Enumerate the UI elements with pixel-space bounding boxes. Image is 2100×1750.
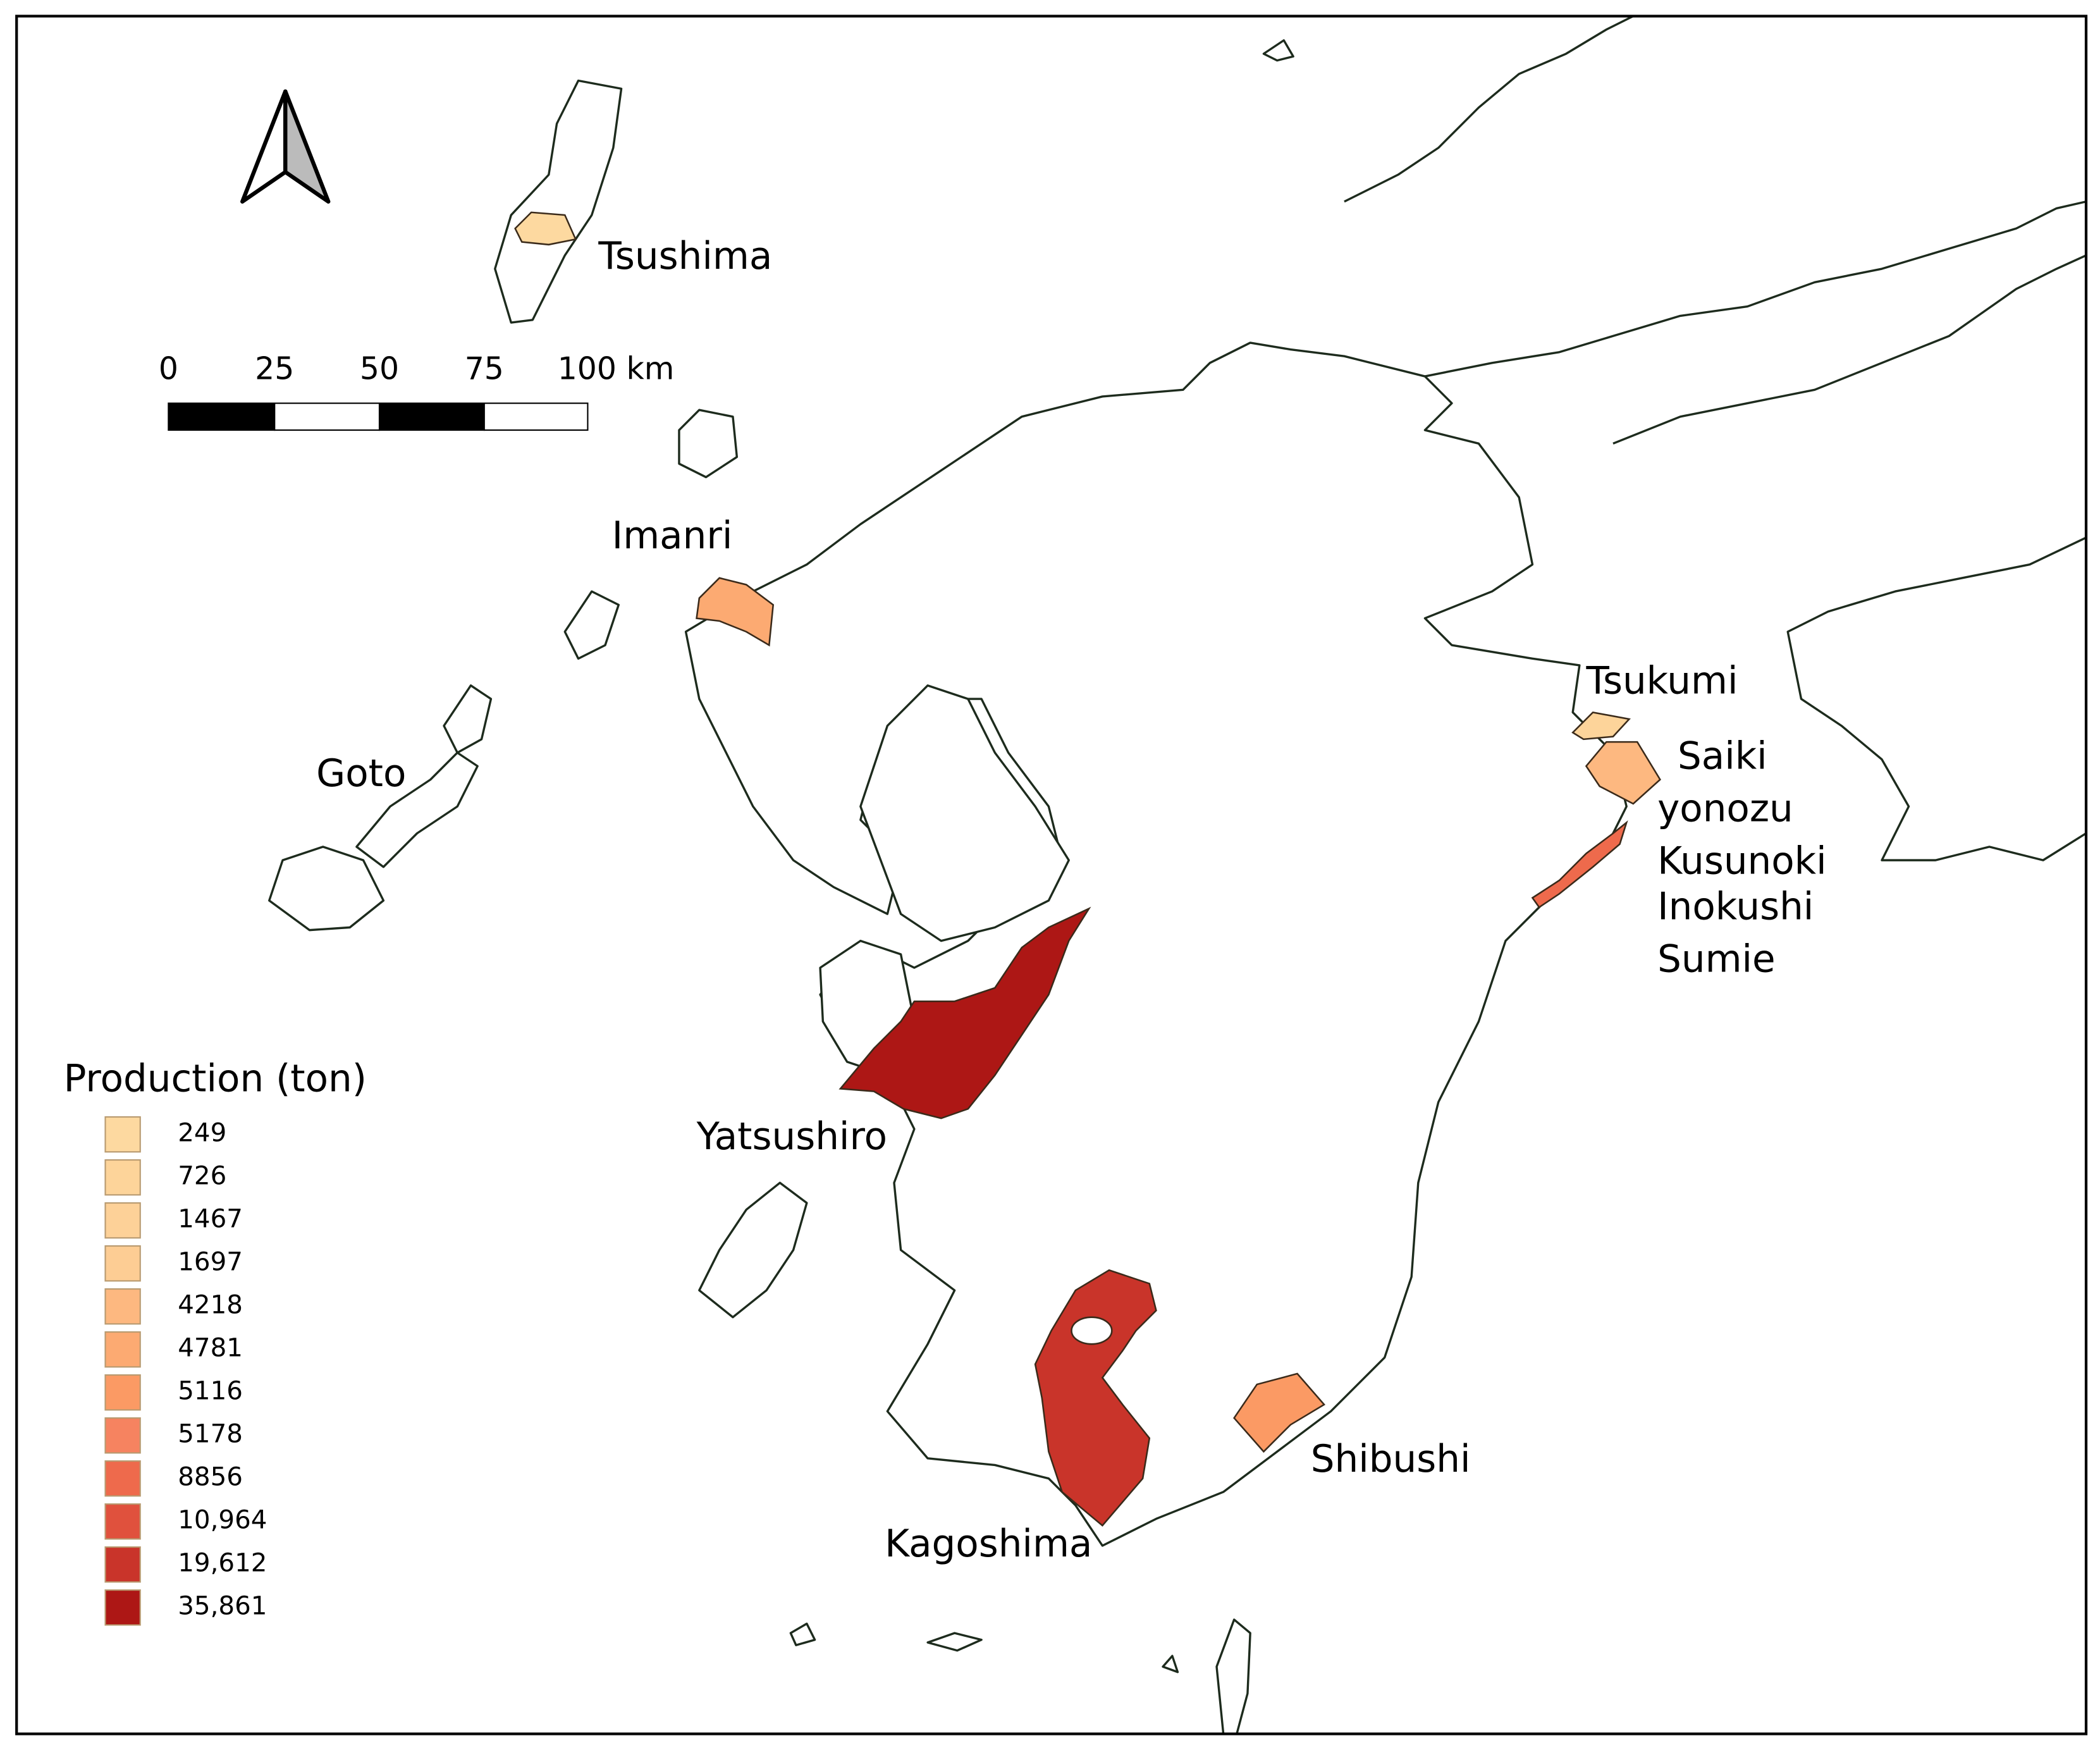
coastline bbox=[1612, 254, 2087, 445]
region-saiki bbox=[1585, 741, 1661, 805]
region-imanri bbox=[696, 577, 775, 647]
coastline bbox=[698, 1181, 808, 1319]
coastline bbox=[1786, 536, 2087, 861]
legend-label: 1467 bbox=[178, 1204, 243, 1234]
legend-label: 1697 bbox=[178, 1247, 243, 1277]
coastline bbox=[1262, 15, 1634, 203]
legend-swatch bbox=[104, 1374, 141, 1411]
legend-swatch bbox=[104, 1159, 141, 1196]
place-label: yonozu bbox=[1657, 787, 1793, 830]
legend-label: 726 bbox=[178, 1161, 226, 1191]
scale-label: 0 bbox=[159, 350, 178, 386]
legend-label: 19,612 bbox=[178, 1548, 267, 1578]
legend-swatch bbox=[104, 1503, 141, 1540]
coastline bbox=[678, 409, 739, 479]
legend-label: 10,964 bbox=[178, 1505, 267, 1535]
legend-label: 5178 bbox=[178, 1419, 243, 1449]
legend-label: 8856 bbox=[178, 1462, 243, 1492]
legend-swatch bbox=[104, 1288, 141, 1325]
coastline bbox=[494, 79, 623, 324]
legend-swatch bbox=[104, 1245, 141, 1282]
region-south-coast bbox=[1531, 820, 1628, 909]
frame bbox=[15, 15, 2088, 1735]
north-arrow bbox=[240, 89, 331, 204]
region-kagoshima bbox=[1034, 1269, 1157, 1527]
place-label: Tsukumi bbox=[1585, 660, 1738, 703]
legend-swatch bbox=[104, 1417, 141, 1454]
coastline bbox=[443, 684, 493, 754]
region-shibushi bbox=[1233, 1372, 1325, 1453]
scale-label: 25 bbox=[255, 350, 294, 386]
legend-label: 4218 bbox=[178, 1290, 243, 1320]
coastline bbox=[789, 1618, 1251, 1735]
legend-label: 35,861 bbox=[178, 1591, 267, 1621]
legend-swatch bbox=[104, 1589, 141, 1626]
legend: Production (ton) 249 726 1467 1697 4218 4781 5… bbox=[64, 1057, 367, 1626]
place-label: Tsushima bbox=[598, 235, 772, 278]
legend-swatch bbox=[104, 1546, 141, 1583]
region-yatsushiro bbox=[838, 906, 1091, 1119]
coastline bbox=[268, 846, 385, 932]
place-label: Yatsushiro bbox=[696, 1115, 887, 1159]
scale-label: 100 km bbox=[558, 350, 675, 386]
coastline bbox=[1425, 200, 2087, 378]
place-label: Kusunoki bbox=[1657, 839, 1827, 883]
place-label: Goto bbox=[316, 752, 406, 796]
coastline bbox=[563, 590, 620, 660]
legend-swatch bbox=[104, 1460, 141, 1497]
place-label: Shibushi bbox=[1311, 1438, 1471, 1481]
place-label: Kagoshima bbox=[885, 1522, 1092, 1566]
place-label: Inokushi bbox=[1657, 885, 1814, 929]
place-label: Saiki bbox=[1678, 735, 1767, 779]
island bbox=[1071, 1316, 1113, 1345]
legend-swatch bbox=[104, 1331, 141, 1368]
scale-bar: 0 25 50 75 100 km bbox=[159, 350, 675, 431]
legend-swatch bbox=[104, 1116, 141, 1153]
region-tsushima bbox=[514, 211, 577, 246]
place-label: Imanri bbox=[612, 514, 733, 558]
scale-label: 75 bbox=[465, 350, 504, 386]
place-label: Sumie bbox=[1657, 938, 1776, 982]
legend-label: 249 bbox=[178, 1118, 226, 1148]
legend-label: 5116 bbox=[178, 1376, 243, 1406]
coastline bbox=[355, 751, 479, 868]
region-tsukumi bbox=[1571, 711, 1631, 741]
scale-label: 50 bbox=[360, 350, 399, 386]
legend-title: Production (ton) bbox=[64, 1057, 367, 1101]
legend-label: 4781 bbox=[178, 1333, 243, 1363]
coastline bbox=[859, 684, 1070, 942]
legend-swatch bbox=[104, 1202, 141, 1239]
